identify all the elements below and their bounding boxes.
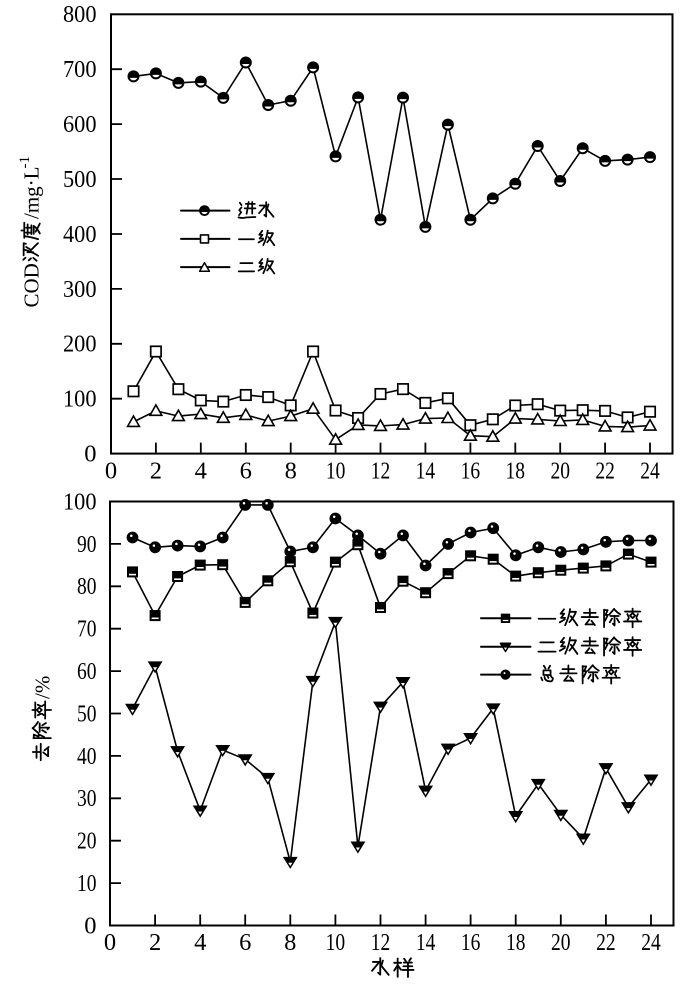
svg-text:70: 70 (77, 616, 97, 643)
svg-text:4: 4 (195, 458, 207, 485)
svg-text:20: 20 (551, 929, 571, 956)
svg-text:-1: -1 (17, 156, 33, 169)
svg-text:16: 16 (461, 458, 481, 485)
svg-text:18: 18 (506, 458, 526, 485)
svg-text:100: 100 (63, 488, 97, 515)
svg-text:6: 6 (240, 458, 252, 485)
svg-text:22: 22 (596, 929, 616, 956)
svg-text:10: 10 (326, 458, 346, 485)
svg-text:6: 6 (239, 929, 251, 956)
svg-text:2: 2 (149, 929, 161, 956)
svg-text:80: 80 (77, 573, 97, 600)
svg-text:/mg·L: /mg·L (19, 167, 43, 220)
svg-text:300: 300 (63, 276, 97, 303)
svg-text:0: 0 (105, 458, 117, 485)
svg-text:8: 8 (285, 458, 297, 485)
svg-text:4: 4 (194, 929, 206, 956)
svg-text:600: 600 (63, 111, 97, 138)
svg-text:90: 90 (77, 531, 97, 558)
svg-text:0: 0 (84, 912, 96, 939)
svg-text:10: 10 (77, 870, 97, 897)
svg-text:COD: COD (19, 263, 43, 307)
svg-text:12: 12 (371, 929, 391, 956)
svg-text:100: 100 (63, 386, 97, 413)
svg-text:0: 0 (104, 929, 116, 956)
svg-text:22: 22 (595, 458, 615, 485)
svg-text:/%: /% (30, 676, 54, 699)
svg-text:50: 50 (77, 700, 97, 727)
svg-text:200: 200 (63, 331, 97, 358)
svg-text:40: 40 (77, 743, 97, 770)
svg-text:12: 12 (371, 458, 391, 485)
svg-text:16: 16 (461, 929, 481, 956)
svg-text:2: 2 (150, 458, 162, 485)
svg-text:800: 800 (63, 1, 97, 28)
svg-text:10: 10 (326, 929, 346, 956)
svg-text:24: 24 (641, 929, 661, 956)
svg-text:20: 20 (550, 458, 570, 485)
svg-text:60: 60 (77, 658, 97, 685)
svg-text:20: 20 (77, 828, 97, 855)
svg-text:14: 14 (416, 929, 436, 956)
svg-text:0: 0 (84, 441, 96, 468)
svg-text:30: 30 (77, 785, 97, 812)
svg-text:400: 400 (63, 221, 97, 248)
svg-text:14: 14 (416, 458, 436, 485)
svg-text:18: 18 (506, 929, 526, 956)
svg-text:8: 8 (284, 929, 296, 956)
svg-text:24: 24 (640, 458, 660, 485)
svg-text:500: 500 (63, 166, 97, 193)
svg-text:700: 700 (63, 56, 97, 83)
